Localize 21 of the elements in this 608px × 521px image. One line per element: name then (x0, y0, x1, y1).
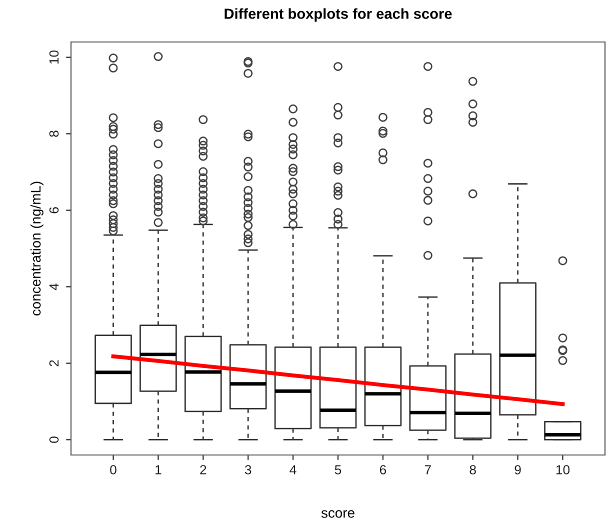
x-tick-label: 5 (334, 465, 342, 474)
x-tick-label: 4 (290, 465, 296, 474)
x-tick-label: 1 (156, 465, 162, 474)
line-series (111, 354, 565, 406)
x-tick-label: 10 (556, 465, 570, 474)
x-tick-label: 6 (380, 465, 386, 474)
y-tick-label: 6 (49, 207, 59, 214)
x-tick-label: 3 (244, 465, 252, 474)
y-tick-label: 0 (49, 436, 59, 443)
x-tick-label: 7 (424, 465, 431, 474)
y-tick-label: 4 (49, 283, 59, 290)
x-axis-title: score (321, 510, 354, 518)
y-tick-label: 10 (49, 50, 59, 64)
x-tick-label: 8 (470, 465, 476, 474)
y-tick-label: 2 (49, 360, 59, 366)
x-tick-label: 0 (110, 465, 116, 474)
y-tick-label: 8 (49, 130, 59, 137)
x-tick-label: 2 (200, 465, 206, 474)
y-axis-title: concentration (ng/mL) (30, 182, 44, 316)
chart-title: Different boxplots for each score (224, 8, 452, 22)
x-tick-label: 9 (514, 465, 521, 474)
